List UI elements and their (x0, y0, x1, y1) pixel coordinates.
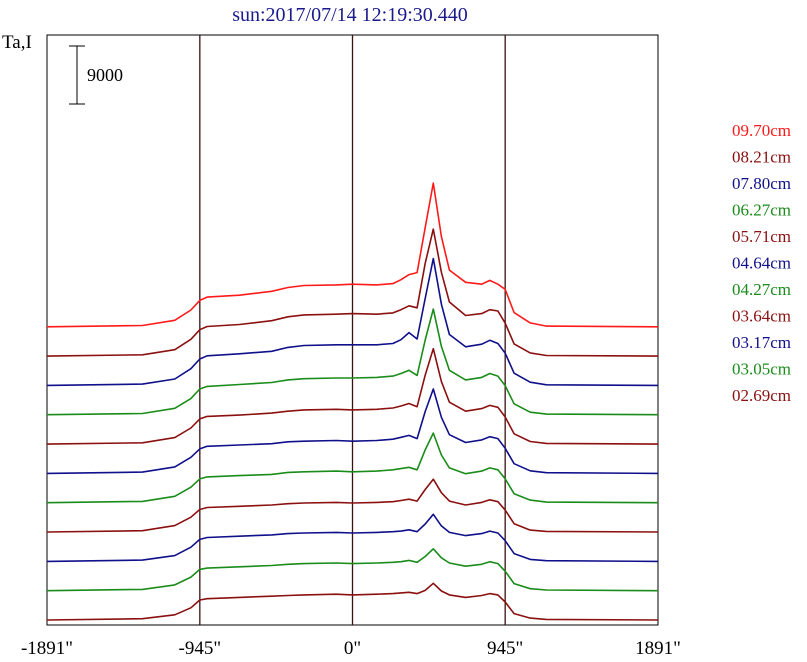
legend-entry-09.70cm: 09.70cm (732, 121, 791, 140)
series-line-03.05cm (46, 548, 659, 592)
series-line-08.21cm (46, 228, 659, 357)
series-lines (46, 182, 659, 621)
series-line-03.17cm (46, 513, 659, 563)
legend-entry-07.80cm: 07.80cm (732, 174, 791, 193)
x-tick-labels: -1891" -945" 0" 945" 1891" (21, 638, 681, 659)
legend-entry-06.27cm: 06.27cm (732, 201, 791, 220)
chart-title: sun:2017/07/14 12:19:30.440 (232, 4, 468, 26)
series-line-09.70cm (46, 182, 659, 328)
legend-entry-08.21cm: 08.21cm (732, 148, 791, 167)
series-line-03.64cm (46, 478, 659, 533)
series-line-06.27cm (46, 308, 659, 416)
x-tick-label-4: 1891" (635, 638, 681, 659)
legend-entry-03.17cm: 03.17cm (732, 333, 791, 352)
scale-bar: 9000 (69, 45, 123, 105)
x-tick-label-1: -945" (179, 638, 222, 659)
series-line-04.64cm (46, 388, 659, 475)
x-tick-label-2: 0" (344, 638, 361, 659)
x-tick-label-0: -1891" (21, 638, 73, 659)
y-axis-label: Ta,I (2, 32, 32, 53)
legend: 09.70cm 08.21cm 07.80cm 06.27cm 05.71cm 04.64… (732, 121, 791, 405)
legend-entry-03.64cm: 03.64cm (732, 307, 791, 326)
series-line-07.80cm (46, 257, 659, 387)
scale-bar-label: 9000 (87, 65, 123, 85)
legend-entry-04.64cm: 04.64cm (732, 254, 791, 273)
legend-entry-03.05cm: 03.05cm (732, 360, 791, 379)
legend-entry-05.71cm: 05.71cm (732, 227, 791, 246)
series-line-05.71cm (46, 347, 659, 445)
series-line-02.69cm (46, 582, 659, 621)
x-tick-label-3: 945" (487, 638, 523, 659)
legend-entry-04.27cm: 04.27cm (732, 280, 791, 299)
series-line-04.27cm (46, 432, 659, 504)
legend-entry-02.69cm: 02.69cm (732, 386, 791, 405)
